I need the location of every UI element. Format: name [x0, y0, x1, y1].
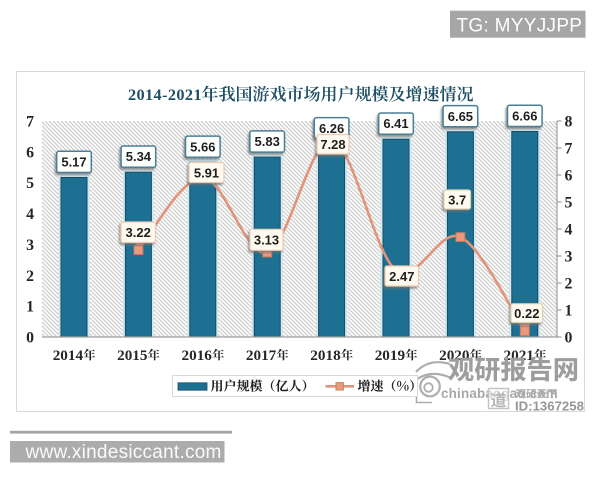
- svg-text:www.xindesiccant.com: www.xindesiccant.com: [25, 442, 222, 463]
- svg-text:ID:1367258: ID:1367258: [515, 399, 584, 414]
- svg-text:2015: 2015: [117, 347, 148, 364]
- svg-text:5.66: 5.66: [190, 139, 215, 154]
- svg-text:5.17: 5.17: [61, 155, 86, 170]
- svg-text:6.41: 6.41: [383, 116, 408, 131]
- svg-text:2014-2021: 2014-2021: [128, 85, 202, 104]
- svg-text:2019: 2019: [375, 347, 406, 364]
- svg-text:5.83: 5.83: [255, 134, 280, 149]
- svg-text:2.47: 2.47: [389, 269, 414, 284]
- svg-text:2: 2: [26, 268, 34, 285]
- svg-text:3.22: 3.22: [126, 225, 151, 240]
- svg-text:0.22: 0.22: [514, 306, 539, 321]
- svg-text:5: 5: [565, 195, 573, 212]
- svg-text:2014: 2014: [53, 347, 84, 364]
- svg-text:2021: 2021: [504, 347, 534, 364]
- svg-text:2: 2: [565, 276, 573, 293]
- svg-text:4: 4: [565, 222, 573, 239]
- svg-text:5.34: 5.34: [126, 149, 152, 164]
- svg-text:6: 6: [26, 144, 34, 161]
- svg-text:8: 8: [565, 114, 573, 131]
- svg-text:7: 7: [565, 141, 573, 158]
- svg-text:6.66: 6.66: [512, 109, 537, 124]
- svg-text:1: 1: [565, 303, 573, 320]
- svg-text:3: 3: [26, 237, 34, 254]
- svg-text:6.26: 6.26: [319, 121, 344, 136]
- svg-text:0: 0: [26, 330, 34, 347]
- svg-text:6.65: 6.65: [448, 109, 473, 124]
- svg-text:7: 7: [26, 114, 34, 131]
- svg-text:3.7: 3.7: [448, 192, 466, 207]
- svg-text:5: 5: [26, 175, 34, 192]
- svg-text:0: 0: [565, 330, 573, 347]
- svg-text:2018: 2018: [310, 347, 341, 364]
- svg-text:2016: 2016: [182, 347, 213, 364]
- svg-text:6: 6: [565, 168, 573, 185]
- svg-text:3.13: 3.13: [254, 233, 279, 248]
- svg-text:TG: MYYJJPP: TG: MYYJJPP: [457, 16, 583, 37]
- svg-text:2017: 2017: [246, 347, 277, 364]
- svg-text:1: 1: [26, 299, 34, 316]
- svg-text:5.91: 5.91: [194, 165, 219, 180]
- svg-text:7.28: 7.28: [320, 137, 345, 152]
- svg-text:4: 4: [26, 206, 34, 223]
- svg-text:3: 3: [565, 249, 573, 266]
